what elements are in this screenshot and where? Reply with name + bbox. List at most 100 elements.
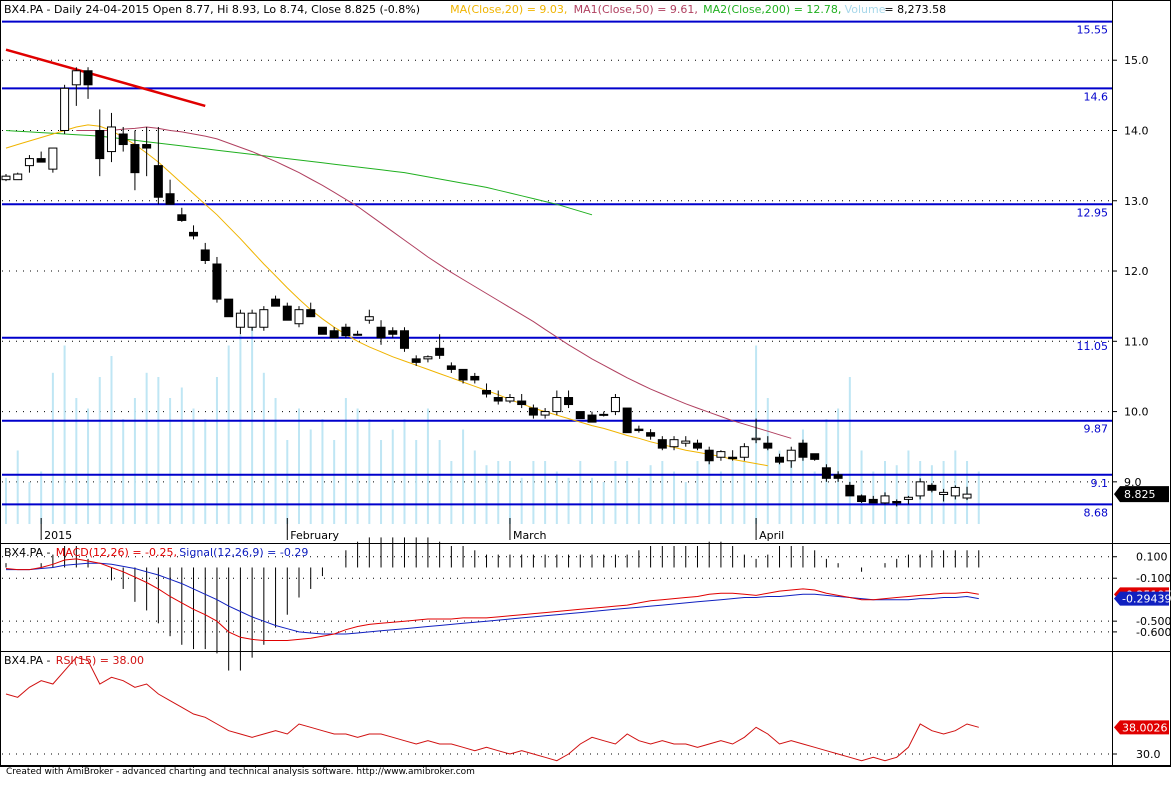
rsi-header-prefix: BX4.PA - <box>4 654 51 667</box>
candle <box>892 499 902 507</box>
horizontal-level-label: 15.55 <box>1077 24 1109 37</box>
trendline <box>5 48 206 108</box>
candle-body <box>681 440 691 444</box>
rsi-grid: 30.0 <box>2 748 1161 761</box>
volume-bar <box>708 450 711 524</box>
candle-body <box>95 129 105 160</box>
candle <box>810 453 820 461</box>
candle-body <box>564 397 574 406</box>
candle <box>189 225 199 240</box>
volume-bar <box>157 377 160 524</box>
candle <box>1 174 11 182</box>
volume-bar <box>169 398 172 524</box>
volume-bar <box>555 471 558 524</box>
volume-bar <box>368 419 371 524</box>
candle-body <box>224 298 234 318</box>
candle <box>692 439 702 451</box>
candle <box>341 323 351 338</box>
candle <box>704 446 714 465</box>
candle-body <box>763 442 773 449</box>
volume-bar <box>673 471 676 524</box>
candle-body <box>341 326 351 337</box>
candle-body <box>60 87 70 131</box>
volume-bar <box>485 465 488 524</box>
candle <box>282 302 292 321</box>
rsi-header: BX4.PA - RSI(15) = 38.00 <box>4 654 144 667</box>
candle-body <box>950 486 960 497</box>
candle <box>540 408 550 419</box>
candle-body <box>493 397 503 402</box>
volume-bar <box>321 419 324 524</box>
macd-header-macd: MACD(12,26) = -0.25, <box>56 546 177 559</box>
ma50-line <box>76 126 792 439</box>
candle-body <box>165 193 175 205</box>
volume-bar <box>532 461 535 524</box>
candle <box>435 334 445 359</box>
volume-bar <box>626 461 629 524</box>
candle-body <box>282 305 292 321</box>
volume-bar <box>895 465 898 524</box>
rsi-value-label: 38.0026 <box>1122 721 1168 734</box>
candle-body <box>657 439 667 449</box>
volume-bar <box>180 387 183 524</box>
candle <box>376 320 386 345</box>
ma20-line <box>5 124 768 467</box>
candle-body <box>153 165 163 198</box>
candle <box>962 486 972 501</box>
candle-body <box>669 439 679 448</box>
candle-body <box>845 484 855 497</box>
rsi-y-tick-label: 30.0 <box>1136 748 1161 761</box>
candle <box>868 495 878 504</box>
volume-bar <box>907 450 910 524</box>
candle-body <box>212 263 222 300</box>
header-volume-label: Volume <box>845 3 886 16</box>
volume-bar <box>497 461 500 524</box>
candle-body <box>775 456 785 463</box>
candle <box>587 411 597 423</box>
candle-body <box>903 496 913 500</box>
rsi-value-box <box>1114 720 1169 735</box>
volume-bar <box>391 429 394 524</box>
volume-bar <box>227 345 230 524</box>
candle-body <box>71 70 81 86</box>
volume-bar <box>145 372 148 524</box>
candle <box>118 126 128 152</box>
candle-body <box>599 413 609 416</box>
volume-bar <box>262 372 265 524</box>
candle <box>915 478 925 500</box>
candle-body <box>83 70 93 86</box>
volume-bar <box>544 461 547 524</box>
volume-bar <box>462 429 465 524</box>
candle-body <box>505 397 515 402</box>
price-y-tick-label: 10.0 <box>1124 406 1149 419</box>
volume-bars <box>5 324 980 524</box>
candle <box>95 109 105 177</box>
candle-body <box>306 309 316 318</box>
candle <box>763 436 773 451</box>
volume-bar <box>696 461 699 524</box>
candle <box>821 464 831 482</box>
horizontal-level-label: 9.87 <box>1084 423 1109 436</box>
header-volume-value: = 8,273.58 <box>884 3 946 16</box>
candle-body <box>470 375 480 381</box>
candle <box>60 84 70 134</box>
volume-bar <box>731 461 734 524</box>
volume-bar <box>508 461 511 524</box>
volume-bar <box>614 461 617 524</box>
rsi-header-rsi: RSI(15) = 38.00 <box>56 654 144 667</box>
candle <box>482 383 492 398</box>
volume-bar <box>473 450 476 524</box>
candle <box>142 126 152 177</box>
price-y-tick-label: 9.0 <box>1124 476 1142 489</box>
candle-body <box>786 449 796 462</box>
candle <box>235 309 245 335</box>
volume-bar <box>743 461 746 524</box>
volume-bar <box>63 345 66 524</box>
candle-body <box>610 397 620 413</box>
candle-body <box>200 249 210 261</box>
volume-bar <box>380 440 383 524</box>
candle <box>517 394 527 409</box>
candle <box>106 112 116 163</box>
